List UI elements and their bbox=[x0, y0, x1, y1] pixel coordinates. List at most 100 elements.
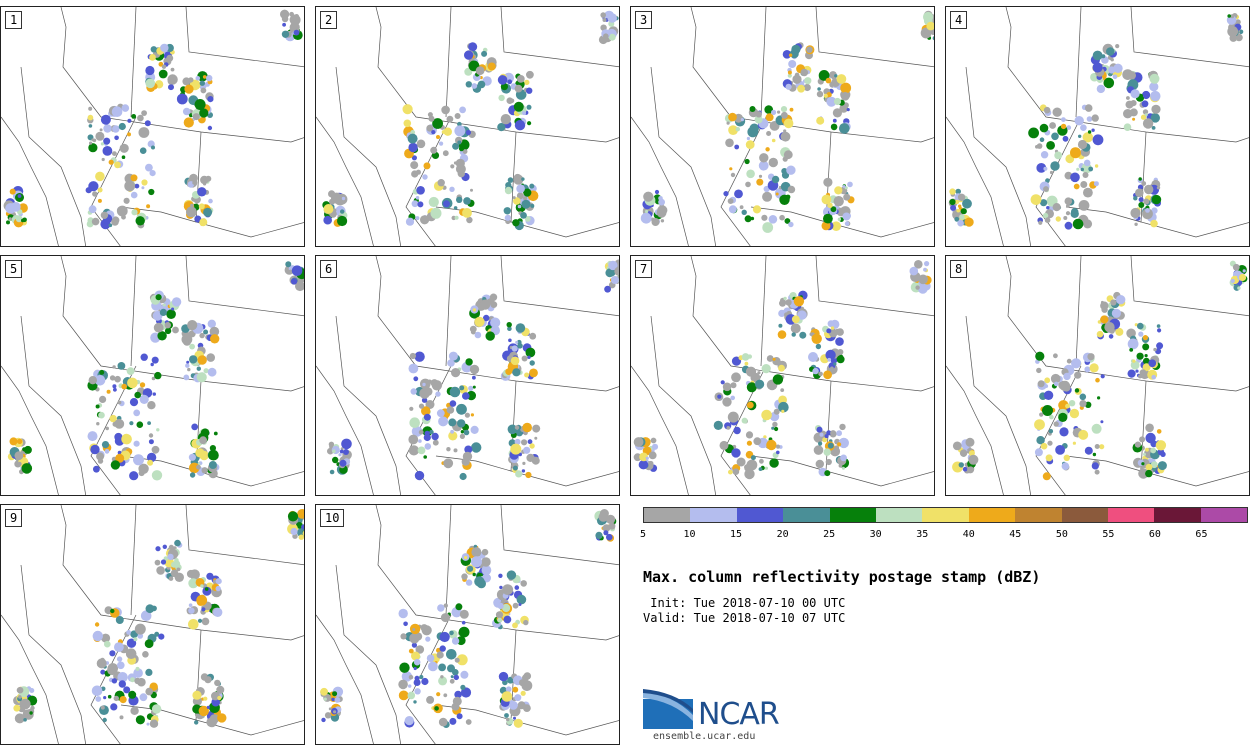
reflectivity-cell bbox=[515, 470, 523, 478]
reflectivity-cell bbox=[956, 208, 961, 213]
reflectivity-cell bbox=[457, 169, 465, 178]
reflectivity-cell bbox=[1054, 151, 1063, 160]
reflectivity-cell bbox=[1156, 429, 1162, 434]
reflectivity-cell bbox=[1028, 127, 1039, 139]
reflectivity-cell bbox=[414, 688, 421, 695]
reflectivity-cell bbox=[472, 385, 476, 389]
colorbar-segment bbox=[875, 508, 923, 522]
reflectivity-cell bbox=[1145, 432, 1156, 444]
reflectivity-cell bbox=[1042, 472, 1051, 481]
reflectivity-cell bbox=[522, 422, 532, 433]
reflectivity-cell bbox=[207, 319, 216, 328]
reflectivity-cell bbox=[203, 696, 208, 701]
reflectivity-cell bbox=[135, 715, 145, 725]
reflectivity-cell bbox=[1040, 199, 1048, 207]
reflectivity-cell bbox=[188, 603, 193, 607]
reflectivity-cell bbox=[475, 66, 485, 75]
boundary-line bbox=[1065, 206, 1142, 223]
reflectivity-cell bbox=[833, 362, 837, 366]
reflectivity-cell bbox=[658, 198, 665, 206]
reflectivity-cell bbox=[498, 671, 509, 682]
reflectivity-cell bbox=[113, 387, 117, 392]
reflectivity-cell bbox=[409, 633, 420, 644]
reflectivity-cell bbox=[328, 441, 335, 447]
reflectivity-cell bbox=[408, 434, 419, 445]
reflectivity-cell bbox=[171, 307, 175, 311]
reflectivity-cell bbox=[1072, 441, 1076, 445]
reflectivity-cell bbox=[968, 450, 975, 457]
reflectivity-cell bbox=[411, 170, 419, 178]
reflectivity-cell bbox=[196, 464, 201, 470]
reflectivity-cell bbox=[779, 299, 786, 307]
reflectivity-cell bbox=[1149, 73, 1160, 84]
boundary-line bbox=[1130, 256, 1249, 317]
reflectivity-cell bbox=[521, 177, 525, 181]
reflectivity-cell bbox=[503, 207, 511, 215]
reflectivity-cell bbox=[1100, 374, 1105, 379]
reflectivity-cell bbox=[130, 677, 135, 683]
reflectivity-cell bbox=[99, 369, 105, 375]
reflectivity-cell bbox=[926, 21, 934, 31]
reflectivity-cell bbox=[201, 467, 208, 474]
reflectivity-cell bbox=[401, 671, 413, 682]
reflectivity-cell bbox=[1144, 113, 1148, 117]
reflectivity-cell bbox=[411, 155, 417, 161]
reflectivity-cell bbox=[209, 714, 220, 724]
member-label-2: 2 bbox=[320, 11, 338, 29]
reflectivity-cell bbox=[512, 686, 519, 693]
reflectivity-cell bbox=[113, 695, 120, 702]
reflectivity-cell bbox=[771, 175, 780, 184]
reflectivity-cell bbox=[1076, 167, 1080, 171]
reflectivity-cell bbox=[463, 429, 470, 436]
reflectivity-cell bbox=[130, 174, 138, 182]
reflectivity-cell bbox=[1142, 109, 1149, 115]
reflectivity-cell bbox=[830, 366, 834, 371]
reflectivity-cell bbox=[111, 106, 123, 117]
reflectivity-cell bbox=[844, 221, 850, 226]
reflectivity-cell bbox=[117, 672, 128, 683]
reflectivity-cell bbox=[775, 192, 779, 196]
reflectivity-cell bbox=[1038, 220, 1043, 225]
reflectivity-cell bbox=[1080, 124, 1087, 131]
reflectivity-cell bbox=[467, 565, 474, 572]
reflectivity-cell bbox=[449, 400, 457, 407]
reflectivity-cell bbox=[457, 140, 462, 145]
reflectivity-cell bbox=[459, 472, 467, 481]
reflectivity-cell bbox=[1100, 315, 1109, 324]
reflectivity-cell bbox=[463, 197, 471, 205]
reflectivity-cell bbox=[454, 113, 461, 119]
reflectivity-cell bbox=[428, 196, 439, 208]
reflectivity-cell bbox=[725, 138, 734, 148]
member-label-7: 7 bbox=[635, 260, 653, 278]
reflectivity-cell bbox=[199, 218, 208, 227]
reflectivity-cell bbox=[759, 458, 764, 464]
reflectivity-cell bbox=[114, 375, 121, 383]
reflectivity-cell bbox=[1069, 408, 1080, 419]
reflectivity-cell bbox=[446, 447, 451, 452]
reflectivity-cell bbox=[497, 75, 508, 85]
reflectivity-cell bbox=[1045, 454, 1053, 462]
colorbar-tick-label: 25 bbox=[823, 529, 836, 540]
reflectivity-cell bbox=[332, 449, 336, 453]
reflectivity-cell bbox=[818, 371, 823, 377]
reflectivity-cell bbox=[428, 661, 438, 672]
reflectivity-cell bbox=[119, 696, 127, 704]
colorbar-segment bbox=[783, 508, 830, 522]
reflectivity-cell bbox=[786, 165, 796, 175]
reflectivity-cell bbox=[420, 624, 428, 632]
reflectivity-cell bbox=[334, 697, 341, 703]
reflectivity-cell bbox=[915, 285, 920, 290]
reflectivity-cell bbox=[429, 429, 434, 435]
reflectivity-cell bbox=[762, 222, 774, 233]
reflectivity-cell bbox=[512, 465, 518, 471]
reflectivity-cell bbox=[160, 559, 167, 565]
reflectivity-cell bbox=[142, 651, 149, 658]
reflectivity-cell bbox=[200, 584, 204, 588]
boundary-line bbox=[1035, 365, 1082, 495]
reflectivity-cell bbox=[523, 446, 531, 454]
reflectivity-cell bbox=[514, 585, 520, 590]
reflectivity-cell bbox=[1091, 128, 1095, 132]
reflectivity-cell bbox=[1030, 194, 1042, 206]
reflectivity-cell bbox=[133, 454, 144, 466]
reflectivity-cell bbox=[436, 692, 441, 697]
